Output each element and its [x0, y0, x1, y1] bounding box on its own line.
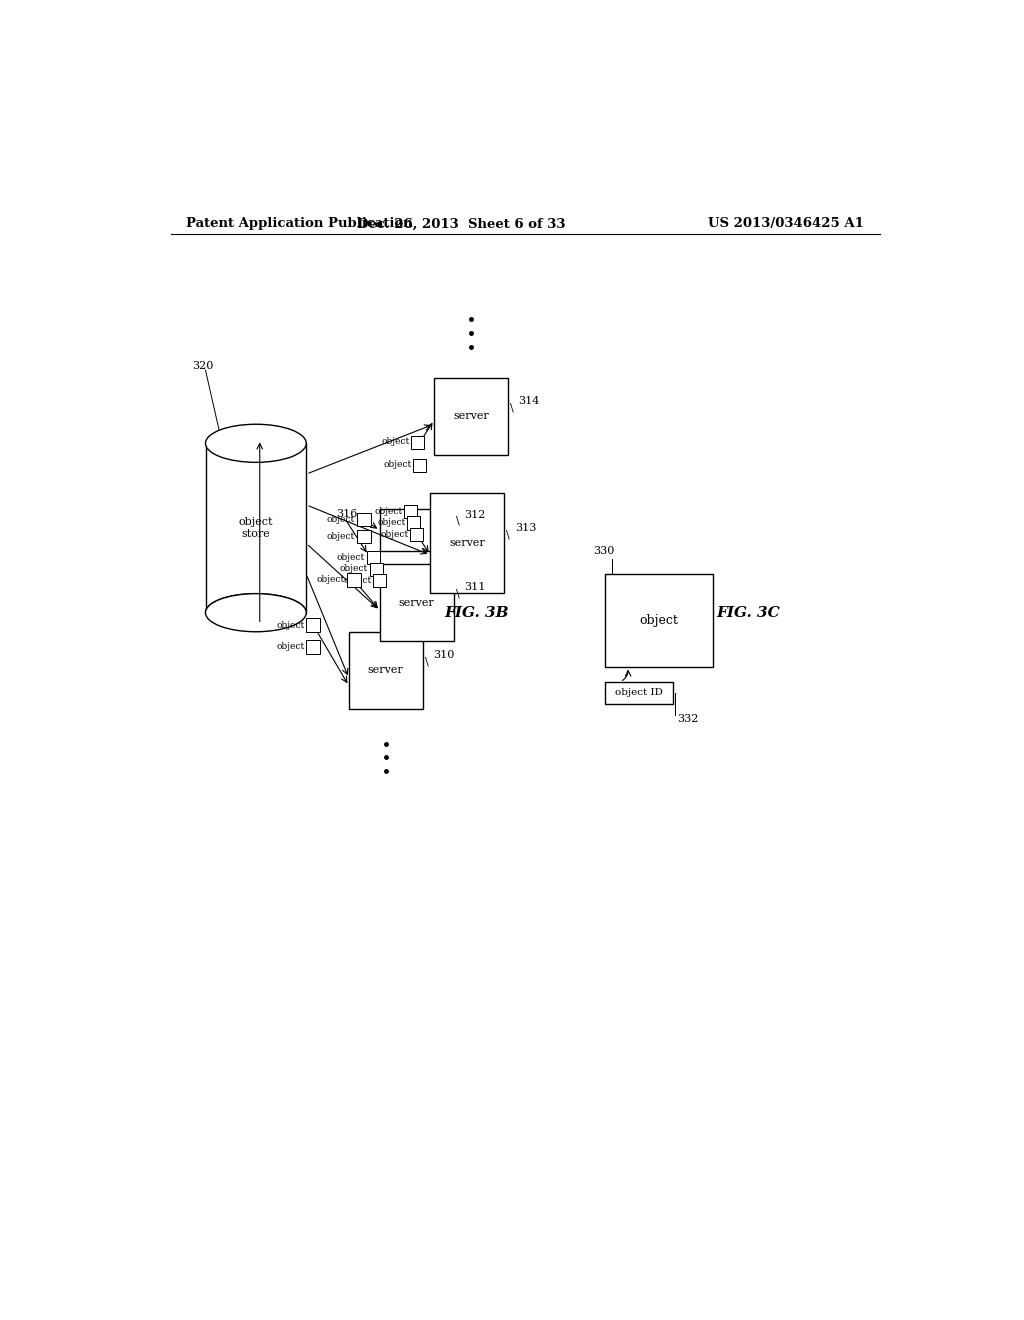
- Text: object: object: [383, 461, 412, 470]
- Text: object
store: object store: [239, 517, 273, 539]
- Bar: [380, 564, 454, 642]
- Text: object ID: object ID: [614, 688, 663, 697]
- Ellipse shape: [206, 424, 306, 462]
- Bar: [411, 436, 424, 449]
- Bar: [414, 459, 426, 471]
- Text: object: object: [276, 620, 305, 630]
- Bar: [370, 562, 383, 576]
- Bar: [306, 618, 321, 632]
- Text: server: server: [453, 412, 488, 421]
- Bar: [434, 378, 508, 455]
- Bar: [407, 516, 420, 529]
- Text: object: object: [327, 532, 355, 541]
- Bar: [306, 640, 321, 653]
- Text: \: \: [456, 516, 460, 525]
- Text: 314: 314: [518, 396, 540, 407]
- Text: \: \: [425, 656, 429, 667]
- Text: server: server: [368, 665, 403, 676]
- Text: server: server: [398, 598, 434, 607]
- Text: object: object: [377, 519, 406, 527]
- Bar: [367, 552, 380, 564]
- Bar: [356, 529, 371, 544]
- Text: FIG. 3B: FIG. 3B: [444, 606, 509, 619]
- Text: object: object: [316, 576, 345, 583]
- Text: object: object: [381, 437, 410, 446]
- Text: object: object: [639, 614, 678, 627]
- Text: object: object: [340, 565, 369, 573]
- Text: 332: 332: [677, 714, 698, 723]
- Bar: [403, 504, 417, 517]
- Text: Dec. 26, 2013  Sheet 6 of 33: Dec. 26, 2013 Sheet 6 of 33: [357, 218, 565, 231]
- Text: 320: 320: [193, 362, 214, 371]
- Text: 310: 310: [433, 651, 455, 660]
- Text: 316: 316: [336, 510, 357, 519]
- Bar: [346, 573, 360, 586]
- Text: \: \: [510, 403, 514, 412]
- Text: 330: 330: [593, 546, 614, 556]
- Text: object: object: [343, 576, 372, 585]
- Text: object: object: [327, 515, 355, 524]
- Text: \: \: [506, 529, 510, 540]
- Text: server: server: [450, 539, 485, 548]
- Bar: [349, 632, 423, 709]
- Text: object: object: [380, 529, 409, 539]
- Text: 311: 311: [464, 582, 485, 593]
- Bar: [373, 574, 386, 587]
- Ellipse shape: [206, 594, 306, 632]
- Text: FIG. 3C: FIG. 3C: [716, 606, 780, 619]
- Bar: [604, 574, 713, 667]
- Bar: [356, 512, 371, 527]
- Text: 313: 313: [515, 523, 537, 533]
- Text: object: object: [374, 507, 402, 516]
- Bar: [410, 528, 423, 541]
- Text: object: object: [337, 553, 366, 562]
- Text: 312: 312: [464, 510, 485, 520]
- Text: \: \: [456, 589, 460, 598]
- Bar: [604, 682, 673, 704]
- Text: US 2013/0346425 A1: US 2013/0346425 A1: [709, 218, 864, 231]
- Text: Patent Application Publication: Patent Application Publication: [186, 218, 413, 231]
- Bar: [380, 508, 454, 552]
- Bar: [430, 494, 504, 594]
- Text: object: object: [276, 642, 305, 651]
